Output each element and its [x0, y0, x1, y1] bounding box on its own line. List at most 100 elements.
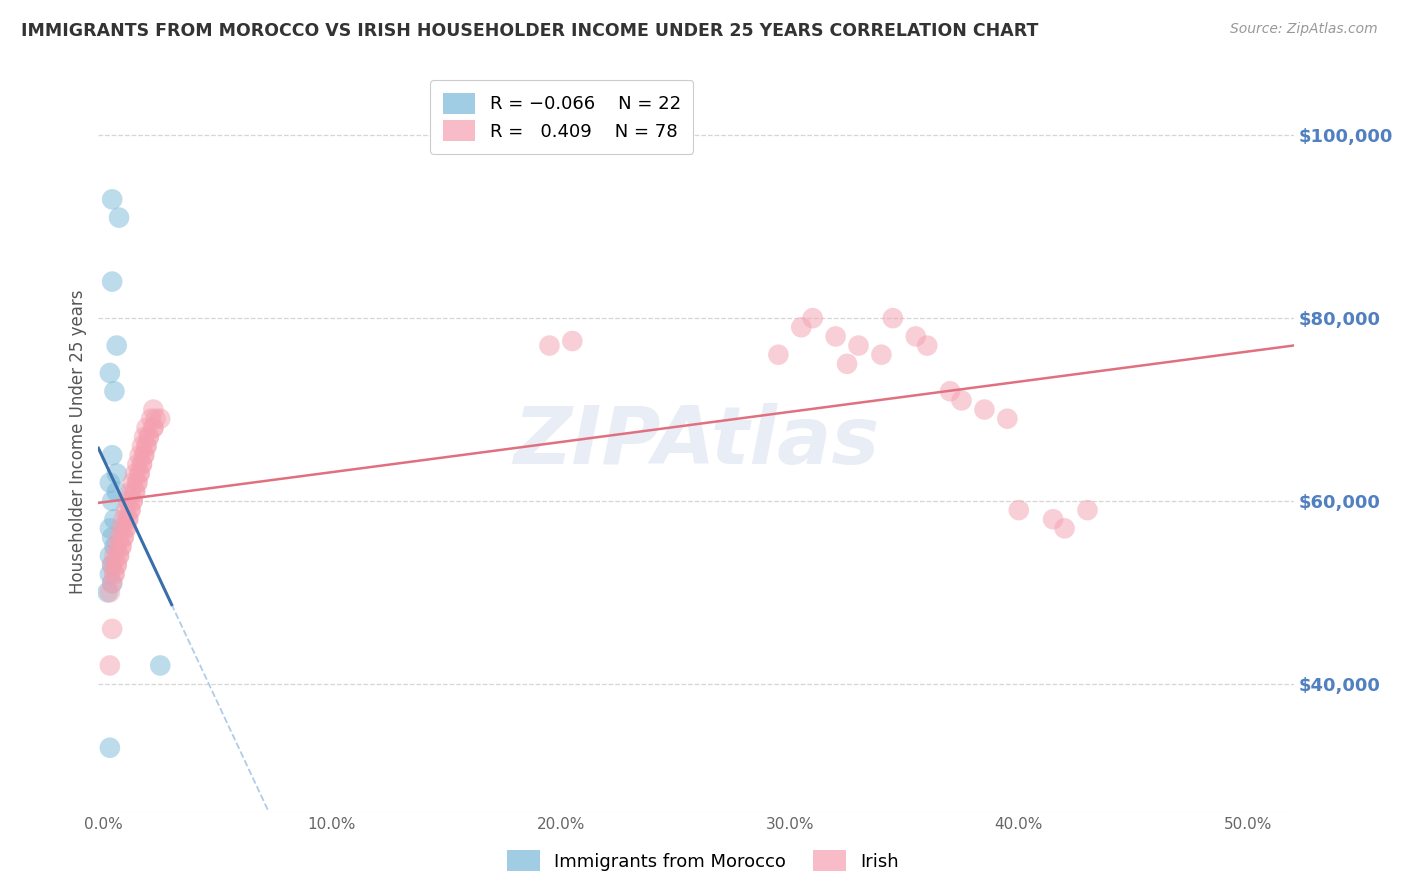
- Point: [995, 411, 1018, 425]
- Point: [1076, 503, 1098, 517]
- Point: [98, 585, 121, 599]
- Point: [127, 458, 149, 472]
- Point: [101, 275, 124, 289]
- Point: [97, 585, 120, 599]
- Point: [131, 439, 153, 453]
- Point: [110, 521, 132, 535]
- Point: [135, 439, 157, 453]
- Point: [801, 311, 824, 326]
- Point: [101, 622, 124, 636]
- Point: [824, 329, 846, 343]
- Point: [882, 311, 904, 326]
- Point: [149, 658, 172, 673]
- Point: [121, 494, 143, 508]
- Point: [973, 402, 995, 417]
- Point: [98, 521, 121, 535]
- Point: [124, 484, 146, 499]
- Point: [98, 658, 121, 673]
- Point: [105, 338, 128, 352]
- Point: [121, 475, 143, 490]
- Point: [561, 334, 583, 348]
- Point: [142, 421, 165, 435]
- Point: [790, 320, 813, 334]
- Point: [848, 338, 870, 352]
- Point: [115, 521, 138, 535]
- Point: [117, 512, 139, 526]
- Point: [105, 484, 128, 499]
- Point: [117, 494, 139, 508]
- Point: [108, 549, 131, 563]
- Point: [108, 531, 131, 545]
- Legend: Immigrants from Morocco, Irish: Immigrants from Morocco, Irish: [501, 843, 905, 879]
- Point: [120, 503, 142, 517]
- Point: [98, 567, 121, 582]
- Point: [135, 439, 157, 453]
- Point: [101, 558, 124, 572]
- Point: [101, 531, 124, 545]
- Point: [138, 430, 160, 444]
- Point: [939, 384, 962, 399]
- Point: [768, 348, 790, 362]
- Point: [103, 384, 125, 399]
- Point: [112, 531, 135, 545]
- Point: [105, 558, 128, 572]
- Point: [127, 475, 149, 490]
- Point: [134, 430, 156, 444]
- Point: [139, 411, 162, 425]
- Point: [538, 338, 561, 352]
- Point: [115, 503, 138, 517]
- Point: [134, 448, 156, 462]
- Legend: R = −0.066    N = 22, R =   0.409    N = 78: R = −0.066 N = 22, R = 0.409 N = 78: [430, 80, 693, 153]
- Point: [101, 448, 124, 462]
- Point: [108, 211, 131, 225]
- Point: [120, 484, 142, 499]
- Point: [103, 567, 125, 582]
- Point: [124, 467, 146, 481]
- Point: [105, 558, 128, 572]
- Point: [142, 421, 165, 435]
- Point: [124, 484, 146, 499]
- Text: ZIPAtlas: ZIPAtlas: [513, 402, 879, 481]
- Point: [98, 740, 121, 755]
- Y-axis label: Householder Income Under 25 years: Householder Income Under 25 years: [69, 289, 87, 594]
- Point: [835, 357, 858, 371]
- Point: [145, 411, 167, 425]
- Point: [134, 448, 156, 462]
- Point: [110, 540, 132, 554]
- Point: [1042, 512, 1064, 526]
- Point: [149, 411, 172, 425]
- Point: [128, 467, 150, 481]
- Point: [112, 531, 135, 545]
- Point: [101, 576, 124, 591]
- Point: [105, 540, 128, 554]
- Point: [127, 475, 149, 490]
- Point: [870, 348, 893, 362]
- Point: [904, 329, 927, 343]
- Point: [135, 421, 157, 435]
- Point: [117, 512, 139, 526]
- Point: [101, 494, 124, 508]
- Point: [110, 540, 132, 554]
- Point: [131, 458, 153, 472]
- Point: [101, 576, 124, 591]
- Point: [101, 558, 124, 572]
- Point: [112, 512, 135, 526]
- Point: [103, 549, 125, 563]
- Point: [1008, 503, 1031, 517]
- Point: [915, 338, 938, 352]
- Point: [103, 512, 125, 526]
- Point: [98, 475, 121, 490]
- Point: [128, 467, 150, 481]
- Point: [131, 458, 153, 472]
- Point: [121, 494, 143, 508]
- Point: [98, 366, 121, 380]
- Point: [120, 503, 142, 517]
- Point: [142, 402, 165, 417]
- Point: [950, 393, 973, 408]
- Point: [98, 549, 121, 563]
- Point: [138, 430, 160, 444]
- Point: [103, 567, 125, 582]
- Point: [101, 192, 124, 206]
- Point: [108, 549, 131, 563]
- Point: [105, 467, 128, 481]
